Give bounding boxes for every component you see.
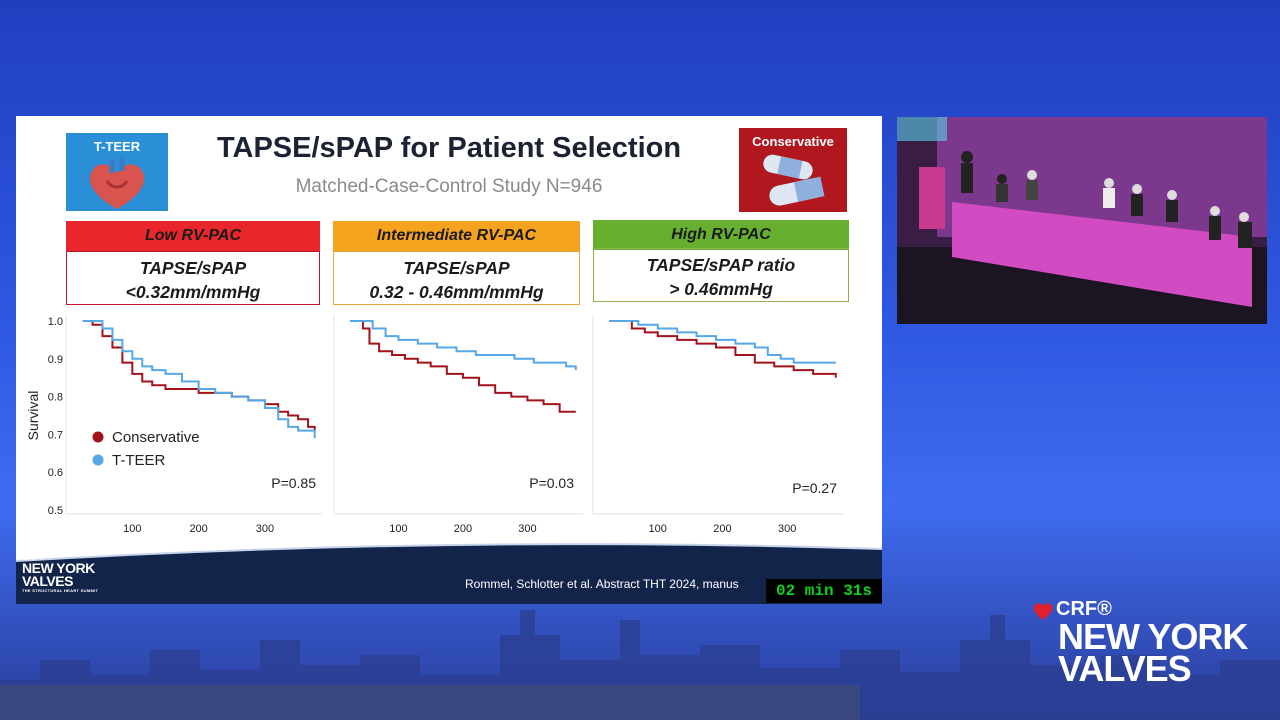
slide-subtitle: Matched-Case-Control Study N=946 <box>295 176 603 197</box>
crf-logo-small-line2: VALVES <box>22 573 73 589</box>
heart-icon <box>89 157 145 209</box>
crf-logo-small-line1: NEW YORK <box>22 560 95 576</box>
presentation-slide: TAPSE/sPAP for Patient Selection Matched… <box>16 116 882 604</box>
group-high-line1: TAPSE/sPAP ratio <box>646 255 796 275</box>
chart-1-xtick: 300 <box>256 523 274 535</box>
group-low-header: Low RV-PAC <box>66 221 320 251</box>
chart-2-xtick: 100 <box>389 523 407 535</box>
group-high-line2: > 0.46mmHg <box>669 279 773 299</box>
crf-logo-small: CRF® NEW YORK VALVES THE STRUCTURAL HEAR… <box>22 553 98 593</box>
group-intermediate-header: Intermediate RV-PAC <box>333 221 580 251</box>
chart-3-series-t-teer-line <box>609 320 836 364</box>
chart-3-xtick: 100 <box>649 523 667 535</box>
slide-title: TAPSE/sPAP for Patient Selection <box>216 132 682 164</box>
group-intermediate-box: TAPSE/sPAP 0.32 - 0.46mm/mmHg <box>333 251 580 305</box>
chart-1-ytick: 0.8 <box>48 392 63 404</box>
city-skyline-background <box>0 610 1280 720</box>
chart-1-series-conservative-line <box>82 320 316 431</box>
chart-2-xtick: 200 <box>454 523 472 535</box>
chart-2-series-t-teer-line <box>350 320 577 371</box>
brand-line2: VALVES <box>1058 648 1192 689</box>
t-teer-badge: T-TEER <box>66 133 168 211</box>
t-teer-badge-label: T-TEER <box>93 139 141 154</box>
new-york-valves-logo: CRF® NEW YORK VALVES <box>1032 598 1248 689</box>
survival-charts: 1.0 0.9 0.8 0.7 0.6 0.5 Survival 100 200 300 P=0.8… <box>25 315 843 535</box>
legend-t-teer-label: T-TEER <box>112 452 166 469</box>
conservative-badge-label: Conservative <box>752 134 834 149</box>
chart-1-ytick: 0.6 <box>48 467 63 479</box>
legend-conservative-marker <box>92 431 104 443</box>
crf-logo-small-crf: CRF® <box>22 553 45 562</box>
brand-line1: NEW YORK <box>1058 616 1248 657</box>
crf-heart-icon <box>1033 603 1053 620</box>
legend-t-teer-marker <box>92 454 104 466</box>
chart-1-pvalue: P=0.85 <box>271 475 316 491</box>
countdown-timer: 02 min 31s <box>766 579 882 603</box>
chart-3-xtick: 300 <box>778 523 796 535</box>
group-high-box: TAPSE/sPAP ratio > 0.46mmHg <box>593 248 849 302</box>
chart-2-series-conservative-line <box>350 320 576 413</box>
panel-video-feed <box>897 117 1267 324</box>
group-high-header: High RV-PAC <box>593 220 849 250</box>
chart-3-series-conservative-line <box>609 320 837 378</box>
crf-logo-small-tagline: THE STRUCTURAL HEART SUMMIT <box>22 588 99 593</box>
group-low-line2: <0.32mm/mmHg <box>125 282 261 302</box>
chart-1-ytick: 0.9 <box>48 354 63 366</box>
pills-icon <box>763 154 825 206</box>
crf-text: CRF® <box>1056 598 1112 620</box>
chart-2-pvalue: P=0.03 <box>529 475 574 491</box>
chart-3-pvalue: P=0.27 <box>792 480 837 496</box>
chart-1-xtick: 100 <box>123 523 141 535</box>
chart-1-xtick: 200 <box>189 523 207 535</box>
group-intermediate-line2: 0.32 - 0.46mm/mmHg <box>369 282 544 302</box>
chart-2-xtick: 300 <box>518 523 536 535</box>
slide-citation: Rommel, Schlotter et al. Abstract THT 20… <box>465 577 739 591</box>
group-low-box: TAPSE/sPAP <0.32mm/mmHg <box>66 251 320 305</box>
legend-conservative-label: Conservative <box>112 429 200 446</box>
chart-1-ytick: 1.0 <box>48 316 63 328</box>
chart-1-ytick: 0.7 <box>48 429 63 441</box>
chart-1-series-t-teer-line <box>82 320 316 439</box>
panel-stage-illustration <box>897 117 1267 324</box>
chart-3-xtick: 200 <box>713 523 731 535</box>
chart-1-ytick: 0.5 <box>48 505 63 517</box>
slide-footer-band <box>16 543 882 604</box>
chart-1-ylabel: Survival <box>25 391 41 441</box>
group-low-line1: TAPSE/sPAP <box>139 258 247 278</box>
conservative-badge: Conservative <box>739 128 847 212</box>
group-intermediate-line1: TAPSE/sPAP <box>403 258 510 278</box>
